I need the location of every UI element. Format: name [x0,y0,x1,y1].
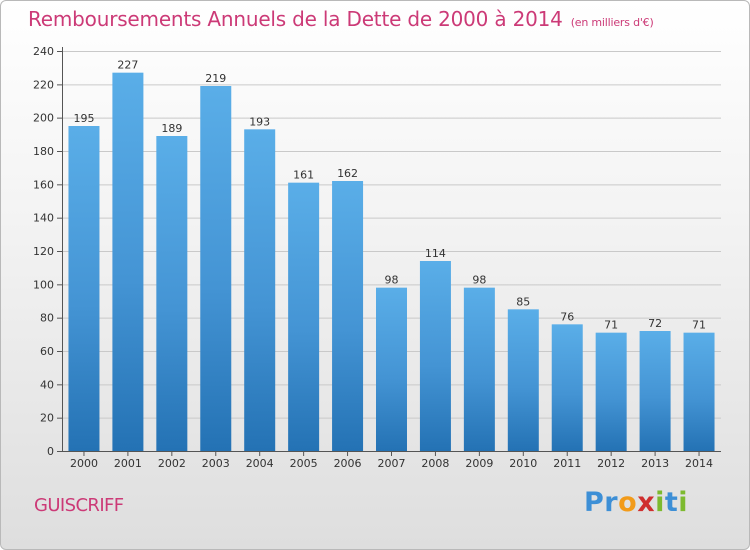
logo-letter: x [637,487,656,518]
bar-2006 [332,181,364,451]
bar-value-label: 71 [692,319,706,332]
x-tick-label: 2006 [334,457,362,470]
bar-value-label: 227 [117,59,138,72]
logo-letter: r [604,487,619,518]
x-tick-label: 2003 [202,457,230,470]
x-tick-label: 2002 [158,457,186,470]
chart-unit: (en milliers d'€) [570,16,654,29]
bar-2010 [507,309,539,451]
x-tick-label: 2012 [597,457,625,470]
x-tick-label: 2005 [290,457,318,470]
bar-value-label: 189 [161,122,182,135]
bar-2000 [68,126,100,451]
bar-value-label: 85 [516,295,530,308]
x-tick-label: 2013 [641,457,669,470]
y-tick-label: 60 [40,345,54,358]
x-tick-label: 2010 [509,457,537,470]
y-tick-label: 0 [47,445,54,458]
bar-2005 [288,182,320,451]
y-tick-label: 140 [33,212,54,225]
bar-value-label: 98 [472,274,486,287]
bar-2007 [376,287,407,451]
y-tick-label: 220 [33,78,54,91]
logo-letter: o [618,487,638,518]
bar-value-label: 162 [337,167,358,180]
logo-letter: P [584,487,605,518]
y-tick-label: 160 [33,178,54,191]
bar-2009 [463,287,495,451]
bar-2008 [419,261,451,451]
town-name: GUISCRIFF [34,495,124,516]
y-tick-label: 20 [40,412,54,425]
y-tick-label: 180 [33,145,54,158]
x-tick-label: 2014 [685,457,713,470]
bar-value-label: 98 [385,274,399,287]
y-tick-label: 120 [33,245,54,258]
bar-value-label: 195 [73,112,94,125]
bar-value-label: 193 [249,115,270,128]
logo-letter: i [678,487,689,518]
bar-2001 [112,72,144,452]
bar-value-label: 114 [425,247,446,260]
bar-2004 [244,129,276,452]
bar-2014 [683,332,715,451]
bar-value-label: 72 [648,317,662,330]
bar-2012 [595,332,627,451]
bars [68,72,715,452]
bar-value-label: 76 [560,310,574,323]
x-tick-label: 2008 [421,457,449,470]
bar-2002 [156,136,188,451]
x-tick-label: 2007 [378,457,406,470]
y-tick-label: 240 [33,45,54,58]
axes: 0 20 40 60 80 100 120 140 160 180 200 220 240 2000 200… [33,45,721,470]
bar-value-label: 161 [293,169,314,182]
logo-letter: i [655,487,665,518]
bar-2013 [639,331,671,451]
x-tick-label: 2000 [70,457,98,470]
bar-value-label: 219 [205,72,226,85]
x-tick-label: 2009 [465,457,493,470]
proxiti-logo: Proxiti [584,487,688,518]
x-tick-label: 2004 [246,457,274,470]
y-tick-label: 40 [40,378,54,391]
x-tick-label: 2001 [114,457,142,470]
bar-value-label: 71 [604,319,618,332]
y-tick-label: 80 [40,312,54,325]
x-tick-label: 2011 [553,457,581,470]
chart-title: Remboursements Annuels de la Dette de 20… [28,7,654,31]
data-labels: 195 227 189 219 193 161 162 98 114 98 85 76 71 72 71 [73,59,706,332]
logo-letter: t [664,487,679,518]
y-tick-label: 200 [33,112,54,125]
chart-title-text: Remboursements Annuels de la Dette de 20… [28,7,563,31]
bar-2003 [200,86,232,451]
bar-2011 [551,324,583,451]
y-tick-label: 100 [33,278,54,291]
